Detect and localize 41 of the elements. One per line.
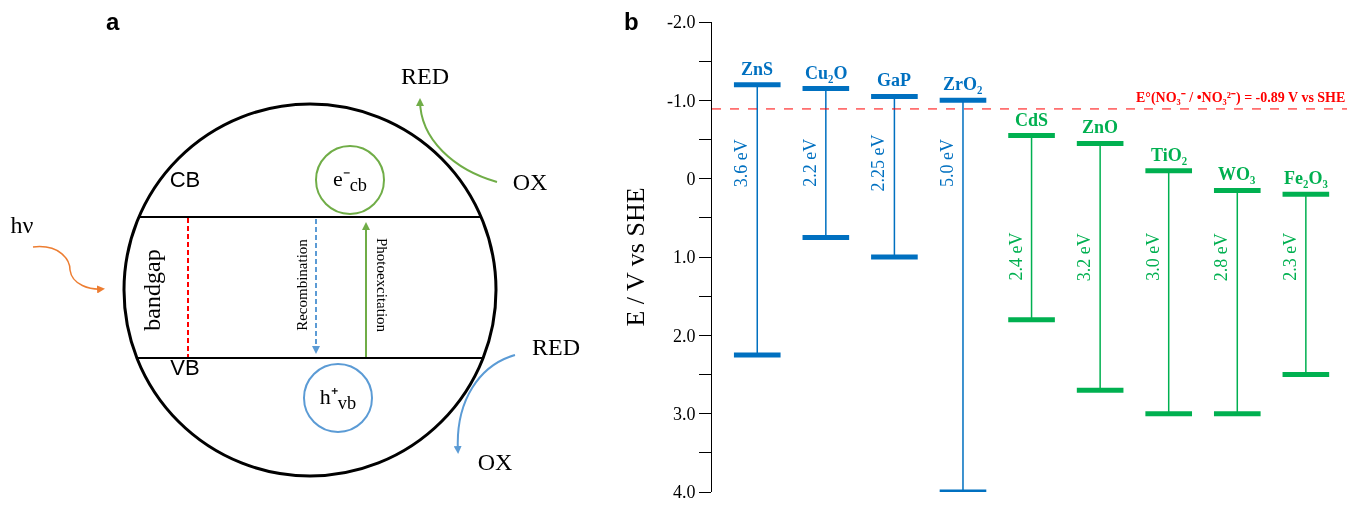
annotation: 3.6 eV — [731, 139, 752, 188]
annotation: 2.8 eV — [1211, 233, 1232, 282]
text: bandgap — [139, 249, 165, 331]
y-axis-title: E / V vs SHE — [621, 187, 651, 327]
annotation: 5.0 eV — [936, 138, 957, 187]
text: hν — [10, 212, 34, 238]
ref-line-label: E°(NO₃⁻ / •NO₃²⁻) = -0.89 V vs SHE — [1136, 90, 1346, 106]
category-label: WO₃ — [1218, 164, 1256, 184]
y-tick-label: 3.0 — [672, 403, 696, 424]
annotation: 2.4 eV — [1005, 232, 1026, 281]
text: RED — [532, 334, 580, 360]
category-label: Fe₂O₃ — [1284, 168, 1328, 188]
text: CB — [169, 167, 201, 192]
text: Recombination — [293, 239, 310, 331]
annotation: 3.0 eV — [1142, 232, 1163, 281]
category-label: TiO₂ — [1151, 145, 1188, 165]
text: Photoexcitation — [373, 237, 390, 333]
text: OX — [477, 449, 513, 475]
y-tick-label: 0 — [686, 168, 696, 189]
category-label: GaP — [877, 70, 911, 90]
annotation: 2.3 eV — [1279, 232, 1300, 281]
y-tick-label: -2.0 — [666, 12, 696, 33]
text: OX — [512, 169, 548, 195]
text: VB — [170, 355, 200, 380]
category-label: ZnO — [1082, 117, 1119, 137]
category-label: CdS — [1015, 110, 1049, 130]
chart-title: b — [624, 8, 639, 36]
text: a — [106, 8, 120, 36]
text: RED — [401, 63, 449, 89]
annotation: 2.25 eV — [868, 134, 889, 192]
text: h⁺$_{vb}$ — [319, 383, 357, 414]
category-label: Cu₂O — [805, 63, 848, 83]
category-label: ZrO₂ — [943, 74, 983, 94]
y-tick-label: 1.0 — [672, 247, 696, 268]
annotation: 3.2 eV — [1074, 233, 1095, 282]
y-tick-label: 2.0 — [672, 325, 696, 346]
annotation: 2.2 eV — [799, 138, 820, 187]
text: e⁻$_{cb}$ — [332, 165, 368, 196]
y-tick-label: -1.0 — [666, 90, 696, 111]
y-tick-label: 4.0 — [672, 482, 696, 503]
category-label: ZnS — [741, 59, 774, 79]
